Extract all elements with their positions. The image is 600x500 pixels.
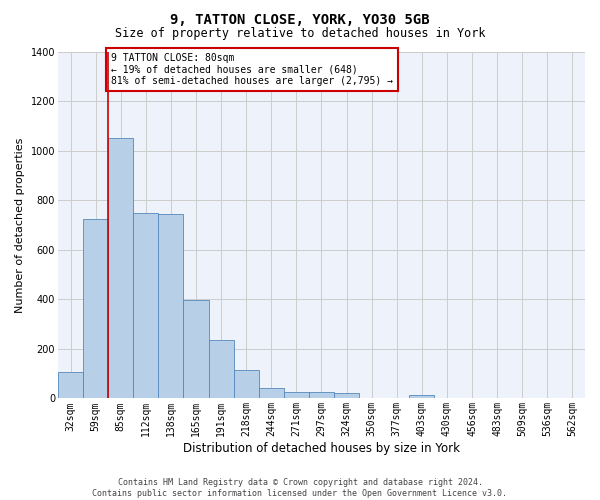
Text: Contains HM Land Registry data © Crown copyright and database right 2024.
Contai: Contains HM Land Registry data © Crown c… <box>92 478 508 498</box>
Bar <box>409 395 434 398</box>
Bar <box>284 392 309 398</box>
Bar <box>334 394 359 398</box>
Bar <box>309 392 334 398</box>
X-axis label: Distribution of detached houses by size in York: Distribution of detached houses by size … <box>183 442 460 455</box>
Bar <box>108 138 133 398</box>
Y-axis label: Number of detached properties: Number of detached properties <box>15 138 25 312</box>
Bar <box>133 213 158 398</box>
Bar <box>233 370 259 398</box>
Bar <box>58 372 83 398</box>
Bar <box>209 340 233 398</box>
Text: 9 TATTON CLOSE: 80sqm
← 19% of detached houses are smaller (648)
81% of semi-det: 9 TATTON CLOSE: 80sqm ← 19% of detached … <box>111 52 393 86</box>
Bar <box>184 300 209 398</box>
Text: Size of property relative to detached houses in York: Size of property relative to detached ho… <box>115 28 485 40</box>
Bar <box>158 214 184 398</box>
Bar <box>83 219 108 398</box>
Text: 9, TATTON CLOSE, YORK, YO30 5GB: 9, TATTON CLOSE, YORK, YO30 5GB <box>170 12 430 26</box>
Bar <box>259 388 284 398</box>
